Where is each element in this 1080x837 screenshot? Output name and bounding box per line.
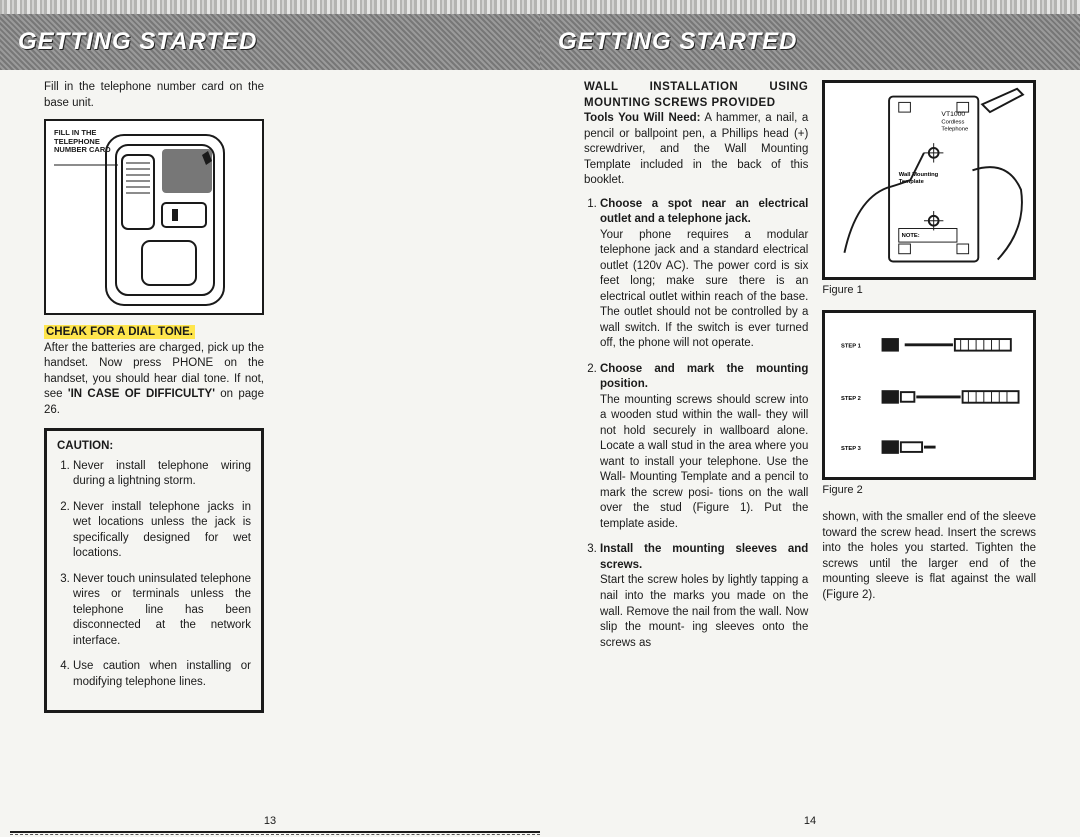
header-title-right: GETTING STARTED (558, 28, 797, 56)
figure-2-svg: STEP 1 STEP 2 STEP 3 (825, 313, 1033, 477)
steps-list: Choose a spot near an electrical outlet … (584, 197, 808, 651)
figure-1-caption: Figure 1 (822, 284, 1036, 296)
header-title-left: GETTING STARTED (18, 28, 257, 56)
step-1: Choose a spot near an electrical outlet … (600, 197, 808, 352)
step-2: Choose and mark the mounting position. T… (600, 362, 808, 533)
svg-text:STEP 3: STEP 3 (841, 446, 861, 452)
caution-list: Never install telephone wiring during a … (57, 459, 251, 691)
step-1-body: Your phone requires a modular telephone … (600, 229, 808, 350)
tools-bold: Tools You Will Need: (584, 112, 700, 124)
wall-title: WALL INSTALLATION USING MOUNTING SCREWS … (584, 81, 808, 109)
caution-item: Never touch uninsulated telephone wires … (73, 572, 251, 650)
cheak-heading: CHEAK FOR A DIAL TONE. (44, 325, 195, 339)
right-column-c: WALL INSTALLATION USING MOUNTING SCREWS … (584, 80, 808, 809)
caution-title: CAUTION: (57, 439, 251, 455)
svg-text:VT1000: VT1000 (942, 111, 966, 118)
svg-text:Telephone: Telephone (942, 127, 969, 133)
header-band-right: GETTING STARTED (540, 14, 1080, 70)
header-band-left: GETTING STARTED (0, 14, 540, 70)
figure-1-svg: VT1000 Cordless Telephone Wall Mounting … (825, 83, 1033, 277)
caution-item: Never install telephone jacks in wet loc… (73, 500, 251, 562)
figure-1-box: VT1000 Cordless Telephone Wall Mounting … (822, 80, 1036, 280)
right-column-d: VT1000 Cordless Telephone Wall Mounting … (822, 80, 1036, 809)
svg-text:Wall Mounting: Wall Mounting (899, 172, 939, 178)
page-left: GETTING STARTED Fill in the telephone nu… (0, 14, 540, 837)
phone-figure: FILL IN THE TELEPHONE NUMBER CARD (44, 119, 264, 315)
page-number-right: 14 (584, 809, 1036, 837)
intro-para: Fill in the telephone number card on the… (44, 80, 264, 111)
step-3-head: Install the mounting sleeves and screws. (600, 543, 808, 571)
figure-2-caption: Figure 2 (822, 484, 1036, 496)
svg-text:NOTE:: NOTE: (902, 233, 920, 239)
step-3-body: Start the screw holes by lightly tapping… (600, 574, 808, 648)
step-1-head: Choose a spot near an electrical outlet … (600, 198, 808, 226)
footer-rule-left (10, 831, 540, 835)
step-2-body: The mounting screws should screw into a … (600, 394, 808, 530)
page-spread: GETTING STARTED Fill in the telephone nu… (0, 14, 1080, 837)
cheak-bold: 'IN CASE OF DIFFICULTY' (68, 388, 215, 400)
svg-text:STEP 2: STEP 2 (841, 396, 861, 402)
svg-text:Cordless: Cordless (942, 120, 965, 126)
left-column-a: Fill in the telephone number card on the… (44, 80, 264, 809)
wall-title-para: WALL INSTALLATION USING MOUNTING SCREWS … (584, 80, 808, 189)
step-2-head: Choose and mark the mounting position. (600, 363, 808, 391)
cheak-para: CHEAK FOR A DIAL TONE. After the batteri… (44, 325, 264, 418)
svg-text:STEP 1: STEP 1 (841, 344, 862, 350)
step-3: Install the mounting sleeves and screws.… (600, 542, 808, 651)
caution-box: CAUTION: Never install telephone wiring … (44, 428, 264, 713)
figure-2-box: STEP 1 STEP 2 STEP 3 (822, 310, 1036, 480)
top-noise-bar (0, 0, 1080, 14)
caution-item: Never install telephone wiring during a … (73, 459, 251, 490)
caution-item: Use caution when installing or modifying… (73, 659, 251, 690)
page-right: GETTING STARTED WALL INSTALLATION USING … (540, 14, 1080, 837)
continuation-para: shown, with the smaller end of the sleev… (822, 510, 1036, 603)
phone-figure-label: FILL IN THE TELEPHONE NUMBER CARD (54, 129, 112, 155)
